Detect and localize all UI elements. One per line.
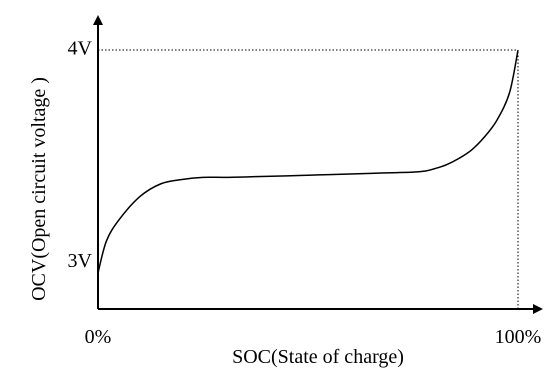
y-axis-label: OCV(Open circuit voltage ) [28,77,50,301]
y-tick-label-0: 3V [68,250,93,272]
x-axis-label: SOC(State of charge) [232,346,404,368]
x-tick-label-1: 100% [495,326,542,348]
y-tick-label-1: 4V [68,38,93,60]
series-line-0 [97,49,519,274]
x-tick-label-0: 0% [85,326,112,348]
